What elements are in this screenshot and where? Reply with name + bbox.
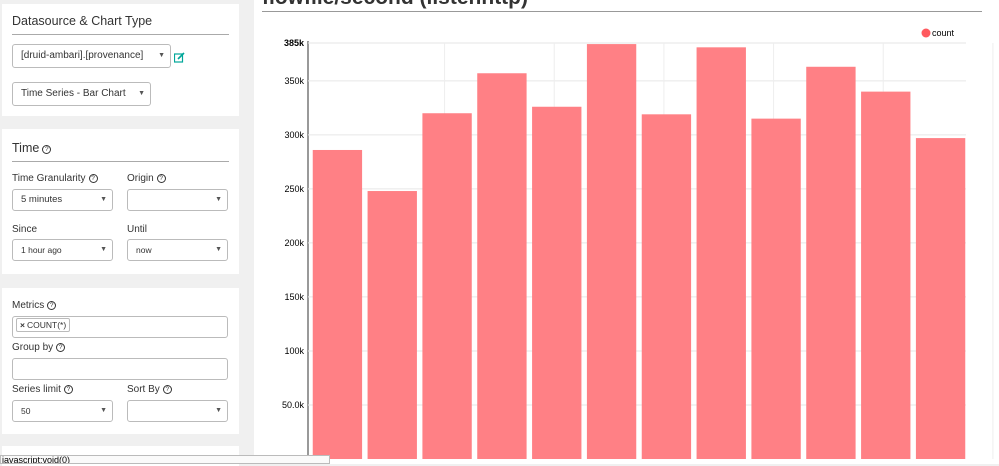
datasource-panel-title: Datasource & Chart Type bbox=[12, 14, 229, 35]
help-icon[interactable]: ? bbox=[47, 301, 57, 310]
datasource-select-value: [druid-ambari].[provenance] bbox=[21, 50, 144, 61]
chart-title: flowfile/second (listenhttp) ☆ ⧉ bbox=[262, 0, 556, 10]
legend-label: count bbox=[932, 28, 955, 38]
granularity-select[interactable]: 5 minutes ▼ bbox=[12, 189, 113, 211]
help-icon[interactable]: ? bbox=[88, 174, 98, 183]
chevron-down-icon: ▼ bbox=[138, 90, 145, 97]
edit-icon[interactable] bbox=[173, 50, 185, 63]
star-icon[interactable]: ☆ bbox=[534, 0, 543, 3]
chevron-down-icon: ▼ bbox=[215, 196, 222, 203]
bar bbox=[477, 73, 527, 459]
chevron-down-icon: ▼ bbox=[215, 407, 222, 414]
y-tick-label: 150k bbox=[284, 292, 304, 302]
bar-chart: 385k 350k 300k 250k 200k 150k 100k 50.0k count bbox=[282, 28, 994, 460]
y-tick-label: 200k bbox=[284, 238, 304, 248]
chevron-down-icon: ▼ bbox=[158, 52, 165, 59]
bar bbox=[751, 118, 801, 460]
status-bar: javascript:void(0) bbox=[0, 455, 330, 464]
help-icon[interactable]: ? bbox=[56, 343, 66, 352]
title-underline bbox=[262, 11, 982, 12]
chart-title-text: flowfile/second (listenhttp) bbox=[262, 0, 528, 9]
y-tick-label: 250k bbox=[284, 184, 304, 194]
external-link-icon[interactable]: ⧉ bbox=[549, 0, 556, 3]
granularity-select-value: 5 minutes bbox=[21, 194, 63, 205]
sort-by-label: Sort By? bbox=[127, 384, 172, 395]
series-limit-value: 50 bbox=[21, 406, 31, 416]
y-tick-label: 50.0k bbox=[282, 400, 305, 410]
chevron-down-icon: ▼ bbox=[100, 407, 107, 414]
help-icon[interactable]: ? bbox=[162, 385, 172, 394]
series-limit-select[interactable]: 50 ▼ bbox=[12, 400, 113, 422]
bar bbox=[806, 66, 856, 460]
granularity-label: Time Granularity? bbox=[12, 173, 98, 184]
help-icon[interactable]: ? bbox=[42, 145, 52, 154]
groupby-label: Group by? bbox=[12, 342, 66, 353]
origin-select[interactable]: ▼ bbox=[127, 189, 228, 211]
y-tick-label: 385k bbox=[284, 38, 305, 48]
query-panel: Metrics? × COUNT(*) Group by? Series limi… bbox=[2, 288, 239, 434]
chevron-down-icon: ▼ bbox=[100, 196, 107, 203]
y-tick-label: 300k bbox=[284, 130, 304, 140]
time-panel-title: Time? bbox=[12, 141, 229, 162]
chevron-down-icon: ▼ bbox=[215, 246, 222, 253]
until-select[interactable]: now ▼ bbox=[127, 239, 228, 261]
time-panel: Time? Time Granularity? Origin? 5 minute… bbox=[2, 129, 239, 274]
bar bbox=[586, 44, 637, 460]
datasource-select[interactable]: [druid-ambari].[provenance] ▼ bbox=[12, 44, 171, 68]
chart-area: flowfile/second (listenhttp) ☆ ⧉ 385k 350… bbox=[254, 0, 999, 464]
metrics-label: Metrics? bbox=[12, 300, 57, 311]
chart-type-select[interactable]: Time Series - Bar Chart ▼ bbox=[12, 82, 151, 106]
control-sidebar: Datasource & Chart Type [druid-ambari].[… bbox=[0, 0, 250, 466]
series-limit-label: Series limit? bbox=[12, 384, 73, 395]
bar bbox=[367, 191, 417, 459]
bar bbox=[861, 91, 911, 459]
since-label: Since bbox=[12, 224, 38, 235]
bar bbox=[696, 47, 746, 459]
until-select-value: now bbox=[136, 245, 152, 255]
sort-by-select[interactable]: ▼ bbox=[127, 400, 228, 422]
bar bbox=[422, 113, 472, 459]
origin-label: Origin? bbox=[127, 173, 166, 184]
metrics-input[interactable]: × COUNT(*) bbox=[12, 316, 228, 338]
datasource-panel: Datasource & Chart Type [druid-ambari].[… bbox=[2, 4, 239, 116]
y-tick-label: 100k bbox=[284, 346, 304, 356]
groupby-input[interactable] bbox=[12, 358, 228, 380]
chart-type-select-value: Time Series - Bar Chart bbox=[21, 88, 126, 99]
bar bbox=[312, 149, 363, 459]
since-select[interactable]: 1 hour ago ▼ bbox=[12, 239, 113, 261]
metric-tag: × COUNT(*) bbox=[16, 318, 71, 332]
remove-tag-icon[interactable]: × bbox=[20, 320, 25, 330]
bar bbox=[915, 138, 966, 460]
bar bbox=[641, 114, 692, 460]
y-tick-label: 350k bbox=[284, 76, 304, 86]
help-icon[interactable]: ? bbox=[156, 174, 166, 183]
legend-marker bbox=[921, 28, 931, 38]
chevron-down-icon: ▼ bbox=[100, 246, 107, 253]
help-icon[interactable]: ? bbox=[63, 385, 73, 394]
since-select-value: 1 hour ago bbox=[21, 245, 62, 255]
metric-tag-label: COUNT(*) bbox=[26, 320, 67, 330]
until-label: Until bbox=[127, 224, 148, 235]
bar bbox=[532, 106, 582, 460]
